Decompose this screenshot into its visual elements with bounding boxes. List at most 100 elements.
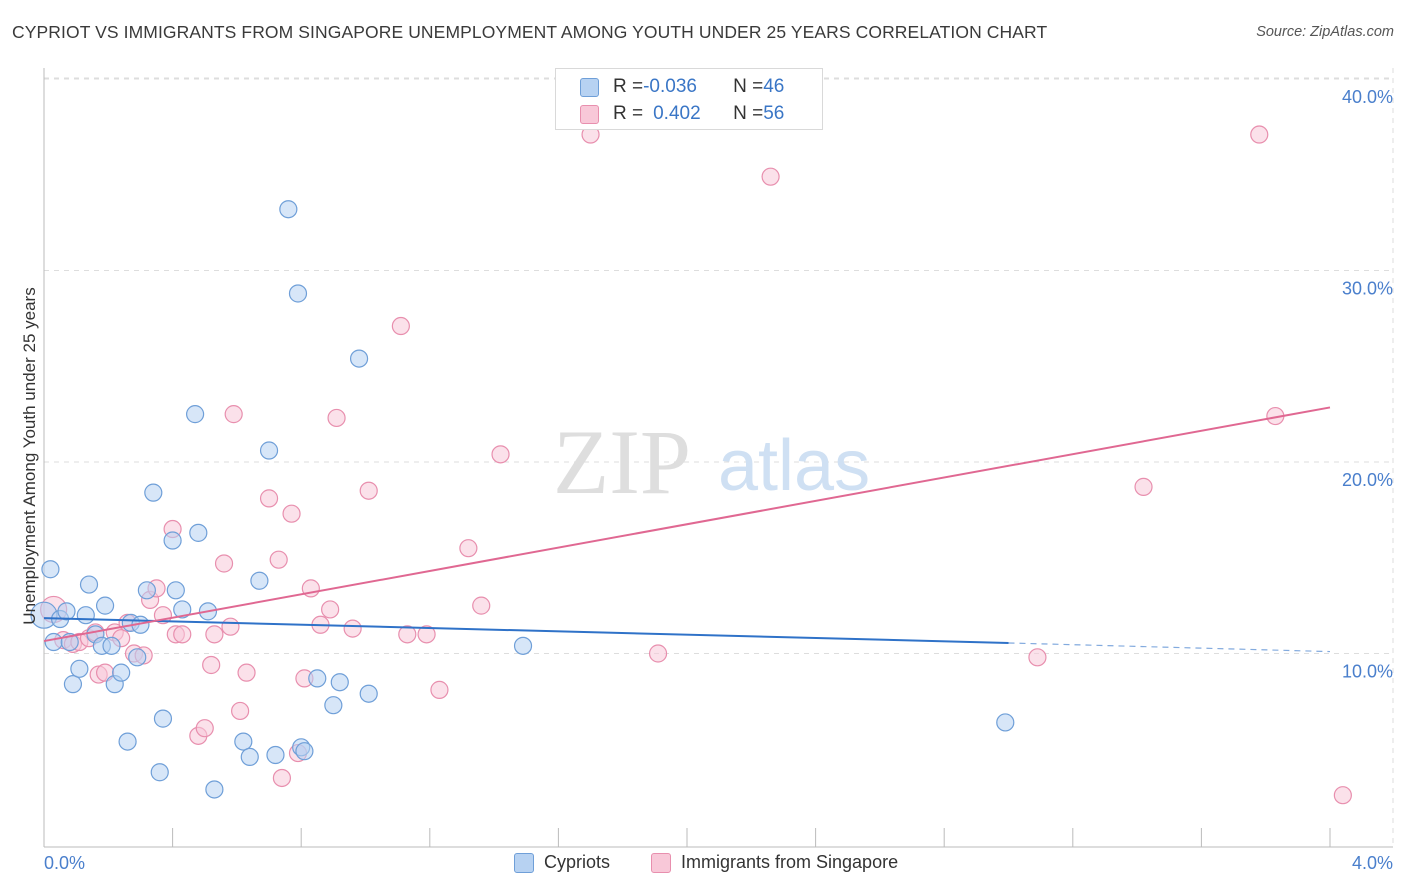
data-point xyxy=(321,600,340,619)
data-point xyxy=(308,669,327,688)
data-point xyxy=(186,405,205,424)
data-point xyxy=(240,747,259,767)
data-point xyxy=(272,768,292,788)
bottom-legend-swatch-pink xyxy=(651,852,671,873)
legend-n-value: 46 xyxy=(763,76,785,97)
legend-r-value: -0.036 xyxy=(643,76,697,97)
bottom-legend-cypriots: Cypriots xyxy=(514,852,610,873)
data-point xyxy=(163,531,182,550)
data-point xyxy=(391,316,410,336)
data-point xyxy=(330,673,349,692)
axes xyxy=(43,68,1393,848)
data-point xyxy=(195,719,214,738)
x-tick-label: 0.0% xyxy=(44,853,85,873)
legend-r-label: R = xyxy=(613,103,644,124)
data-point xyxy=(202,655,221,675)
data-point xyxy=(224,405,243,424)
data-point xyxy=(359,684,378,703)
data-point xyxy=(1028,648,1047,667)
data-point xyxy=(173,600,192,619)
series-cypriots-points xyxy=(30,200,1015,799)
data-point xyxy=(214,554,234,573)
legend-n-label: N = xyxy=(733,76,764,97)
data-point xyxy=(259,441,279,460)
data-point xyxy=(259,489,279,508)
legend-r-label: R = xyxy=(613,76,644,97)
data-point xyxy=(221,617,240,636)
data-point xyxy=(173,625,192,644)
watermark-zip: ZIP xyxy=(553,411,691,513)
legend-n-label: N = xyxy=(733,103,764,124)
data-point xyxy=(205,780,224,799)
data-point xyxy=(144,483,163,502)
legend-row-singapore: R = 0.402 N = 56 xyxy=(580,102,784,126)
data-point xyxy=(189,523,208,542)
data-point xyxy=(324,696,343,715)
data-point xyxy=(288,284,308,303)
legend-r-value: 0.402 xyxy=(653,103,701,124)
legend-row-cypriots: R = -0.036 N = 46 xyxy=(580,75,784,99)
trend-line-cypriots-extension xyxy=(1008,642,1331,653)
legend-swatch-pink xyxy=(580,104,599,124)
data-point xyxy=(1250,125,1269,144)
data-point xyxy=(648,644,668,663)
data-point xyxy=(327,408,346,428)
data-point xyxy=(44,632,63,652)
correlation-legend: R = -0.036 N = 46 R = 0.402 N = 56 xyxy=(555,68,823,130)
data-point xyxy=(95,596,115,615)
data-point xyxy=(1134,477,1153,496)
bottom-legend-label: Immigrants from Singapore xyxy=(681,852,899,872)
data-point xyxy=(231,701,250,721)
data-point xyxy=(128,648,147,667)
watermark-atlas: atlas xyxy=(718,426,870,506)
data-point xyxy=(349,349,369,368)
data-point xyxy=(417,625,436,644)
tick-labels: 10.0% 20.0% 30.0% 40.0% 0.0% 4.0% xyxy=(44,87,1393,873)
x-tick-label: 4.0% xyxy=(1352,853,1393,873)
bottom-legend-singapore: Immigrants from Singapore xyxy=(651,852,898,873)
series-singapore-points xyxy=(40,125,1352,805)
data-point xyxy=(205,625,224,644)
data-point xyxy=(266,745,285,765)
data-point xyxy=(118,732,137,751)
trend-line-singapore xyxy=(43,406,1331,643)
data-point xyxy=(250,571,269,590)
data-point xyxy=(472,596,491,615)
y-axis-label: Unemployment Among Youth under 25 years xyxy=(20,287,39,625)
data-point xyxy=(153,709,173,728)
trend-lines xyxy=(43,406,1331,653)
data-point xyxy=(79,575,99,594)
data-point xyxy=(166,581,185,600)
data-point xyxy=(282,504,301,523)
data-point xyxy=(359,481,378,500)
data-point xyxy=(70,659,89,678)
legend-swatch-blue xyxy=(580,77,599,97)
trend-line-cypriots xyxy=(43,617,1009,644)
data-point xyxy=(63,675,83,694)
y-tick-label: 40.0% xyxy=(1342,87,1393,107)
data-point xyxy=(398,625,417,644)
data-point xyxy=(1333,786,1352,805)
y-tick-label: 10.0% xyxy=(1342,662,1393,682)
data-point xyxy=(112,663,131,682)
data-point xyxy=(57,602,76,621)
data-point xyxy=(491,445,510,464)
data-point xyxy=(430,680,449,699)
data-point xyxy=(513,636,533,655)
data-point xyxy=(41,560,60,579)
source-label: Source: ZipAtlas.com xyxy=(1256,24,1394,40)
data-point xyxy=(234,732,253,751)
bottom-legend-label: Cypriots xyxy=(544,852,611,872)
data-point xyxy=(295,742,314,761)
data-point xyxy=(343,619,362,638)
legend-n-value: 56 xyxy=(763,103,785,124)
data-point xyxy=(137,581,156,600)
y-tick-label: 20.0% xyxy=(1342,470,1393,490)
data-point xyxy=(996,713,1015,732)
data-point xyxy=(76,606,95,625)
data-point xyxy=(269,550,288,569)
y-tick-label: 30.0% xyxy=(1342,279,1393,299)
chart-title: CYPRIOT VS IMMIGRANTS FROM SINGAPORE UNE… xyxy=(12,22,1048,42)
data-point xyxy=(150,763,169,782)
